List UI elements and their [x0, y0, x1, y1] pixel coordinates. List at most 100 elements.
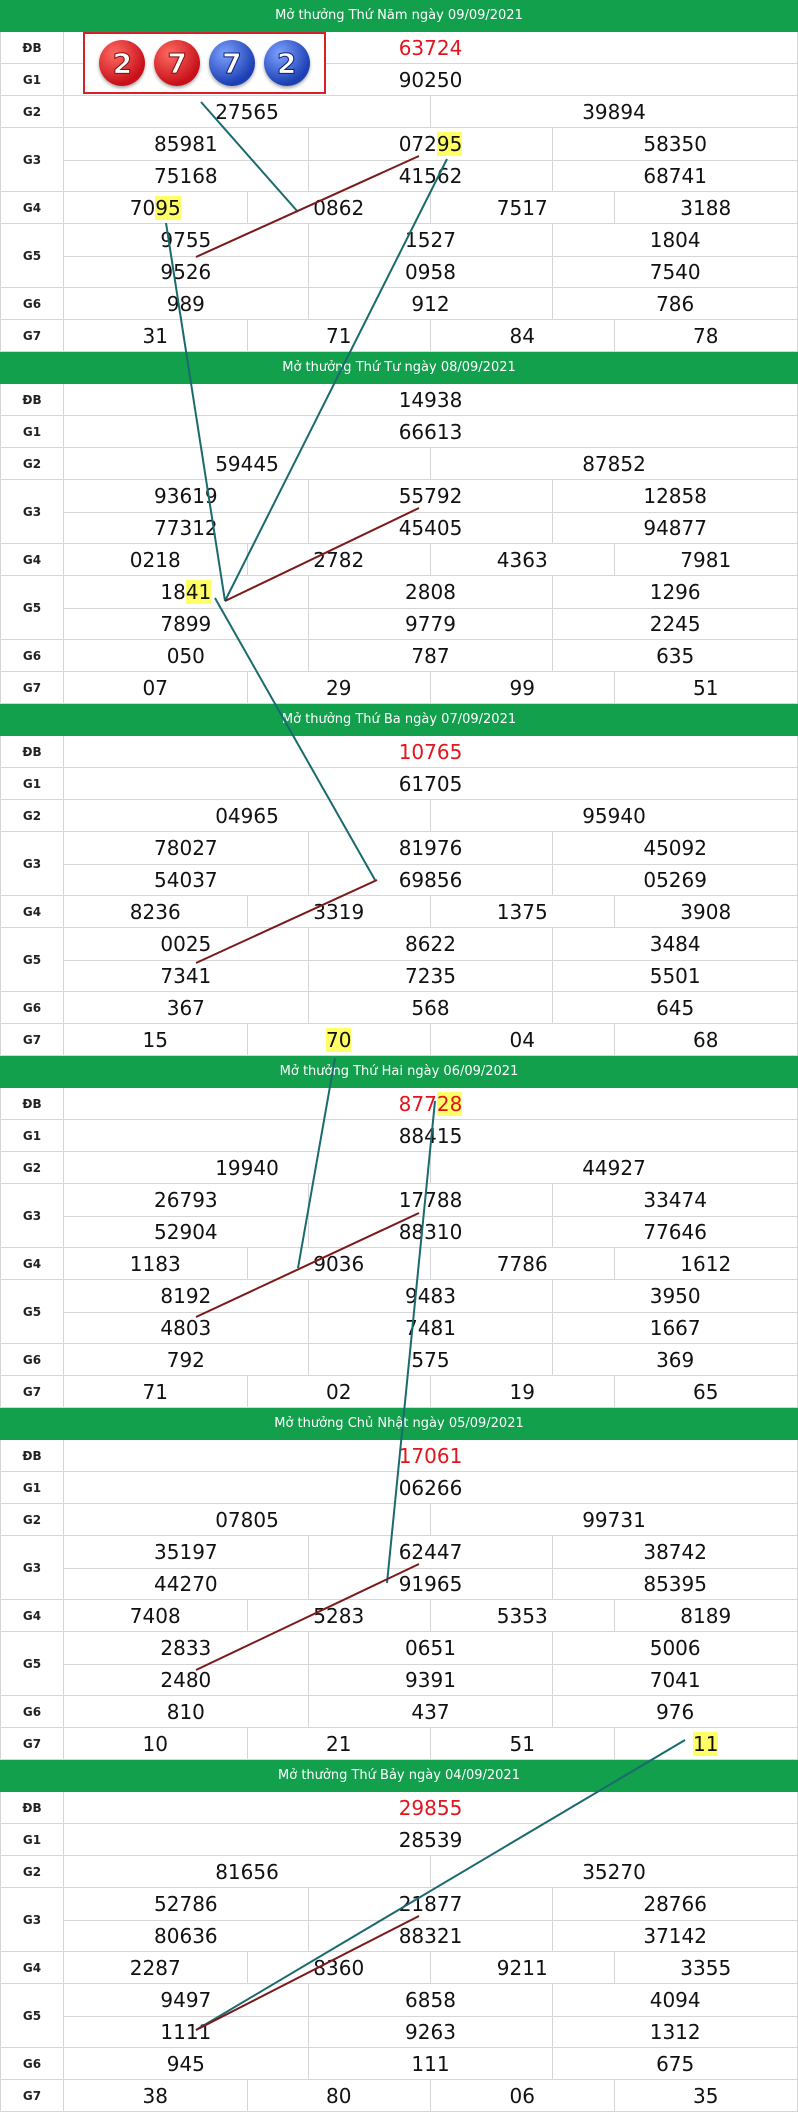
prize-number: 59445 [64, 448, 431, 479]
prize-row-g4: G4 8236 3319 1375 3908 [0, 896, 798, 928]
prize-value: 9391 [405, 1667, 456, 1692]
prize-value: 81976 [398, 835, 463, 860]
prize-label: G6 [0, 640, 64, 671]
prize-value: 4363 [496, 547, 548, 572]
prize-number: 9263 [308, 2015, 554, 2047]
prize-label: G7 [0, 2080, 64, 2111]
prize-value: 65 [693, 1379, 719, 1404]
prize-number: 78027 [64, 832, 309, 864]
prize-number: 2480 [64, 1663, 309, 1695]
prize-value: 99 [509, 675, 535, 700]
prize-label: ĐB [0, 1792, 64, 1823]
prize-number: 26793 [64, 1184, 309, 1216]
prize-row-g3: G3 85981 07295 58350 75168 41562 68741 [0, 128, 798, 192]
prize-value: 111 [411, 2051, 450, 2076]
prize-number: 111 [309, 2048, 554, 2079]
ball-digit: 7 [167, 46, 188, 80]
prize-number: 29855 [64, 1792, 798, 1823]
prize-value: 1375 [496, 899, 548, 924]
prize-value: 19940 [215, 1155, 279, 1180]
prize-number: 4363 [431, 544, 615, 575]
prize-number: 94877 [553, 511, 798, 543]
prize-value: 17061 [398, 1443, 463, 1468]
prize-value: 7981 [680, 547, 732, 572]
prize-number: 81976 [309, 832, 554, 864]
prize-number: 81656 [64, 1856, 431, 1887]
prize-number: 1183 [64, 1248, 248, 1279]
prize-row-g4: G4 1183 9036 7786 1612 [0, 1248, 798, 1280]
draw-title: Mở thưởng Thứ Ba ngày 07/09/2021 [0, 704, 798, 736]
prize-value: 14938 [398, 387, 463, 412]
prize-number: 68741 [553, 159, 798, 191]
prize-label: ĐB [0, 1440, 64, 1471]
prize-label: G3 [0, 1888, 64, 1951]
prize-number: 912 [309, 288, 554, 319]
prize-value: 7235 [405, 963, 456, 988]
prize-value: 7899 [160, 611, 212, 636]
prize-label: G2 [0, 96, 64, 127]
prize-value: 54037 [154, 867, 218, 892]
prize-number: 9779 [308, 607, 554, 639]
prize-number: 54037 [64, 863, 309, 895]
prize-value: 9526 [160, 259, 212, 284]
prize-row-g2: G2 04965 95940 [0, 800, 798, 832]
teal-line [386, 1100, 436, 1584]
prize-value: 95940 [582, 803, 646, 828]
teal-line [214, 597, 376, 881]
prize-number: 80636 [64, 1919, 309, 1951]
prize-number: 69856 [308, 863, 554, 895]
prize-number: 9483 [309, 1280, 554, 1312]
prize-value: 7041 [649, 1667, 701, 1692]
prize-value: 07295 [398, 131, 463, 156]
prize-label: G2 [0, 448, 64, 479]
prize-label: G5 [0, 1280, 64, 1343]
prize-label: G3 [0, 1536, 64, 1599]
prize-value: 70 [326, 1027, 352, 1052]
prize-label: G1 [0, 1120, 64, 1151]
prize-value: 1527 [405, 227, 456, 252]
prize-value: 85395 [643, 1571, 707, 1596]
prize-value: 55792 [398, 483, 463, 508]
prize-value: 2480 [160, 1667, 212, 1692]
prize-value: 44927 [582, 1155, 646, 1180]
prize-row-g6: G6 945 111 675 [0, 2048, 798, 2080]
prize-number: 33474 [553, 1184, 798, 1216]
prize-value: 37142 [643, 1923, 707, 1948]
prize-value: 45092 [643, 835, 707, 860]
prize-number: 367 [64, 992, 309, 1023]
prize-value: 8189 [680, 1603, 732, 1628]
prize-number: 58350 [553, 128, 798, 160]
prize-row-g5: G5 8192 9483 3950 4803 7481 1667 [0, 1280, 798, 1344]
prize-number: 38 [64, 2080, 248, 2111]
prize-value: 87852 [582, 451, 646, 476]
prize-label: G3 [0, 128, 64, 191]
prize-value: 635 [656, 643, 695, 668]
prize-number: 77646 [553, 1215, 798, 1247]
teal-line [200, 101, 299, 213]
prize-value: 35197 [154, 1539, 218, 1564]
prize-number: 635 [553, 640, 798, 671]
prize-label: ĐB [0, 1088, 64, 1119]
prize-number: 51 [431, 1728, 615, 1759]
prize-row-g4: G4 7408 5283 5353 8189 [0, 1600, 798, 1632]
prize-value: 52904 [154, 1219, 218, 1244]
prize-label: ĐB [0, 32, 64, 63]
prize-value: 77646 [643, 1219, 707, 1244]
prize-number: 77312 [64, 511, 309, 543]
prize-row-g3: G3 26793 17788 33474 52904 88310 77646 [0, 1184, 798, 1248]
prize-number: 8622 [309, 928, 554, 960]
prize-number: 19 [431, 1376, 615, 1407]
prize-value: 645 [656, 995, 695, 1020]
prize-value: 38 [142, 2083, 168, 2108]
prize-number: 050 [64, 640, 309, 671]
highlighted-digits: 70 [326, 1027, 352, 1052]
maroon-line [224, 507, 420, 602]
prize-value: 050 [166, 643, 205, 668]
draw-section: Mở thưởng Thứ Ba ngày 07/09/2021 ĐB 10765 G… [0, 704, 798, 1056]
prize-number: 4803 [64, 1311, 309, 1343]
prize-row-g4: G4 2287 8360 9211 3355 [0, 1952, 798, 1984]
prize-label: G2 [0, 1856, 64, 1887]
prize-value: 39894 [582, 99, 646, 124]
prize-number: 17061 [64, 1440, 798, 1471]
prize-value: 675 [656, 2051, 695, 2076]
